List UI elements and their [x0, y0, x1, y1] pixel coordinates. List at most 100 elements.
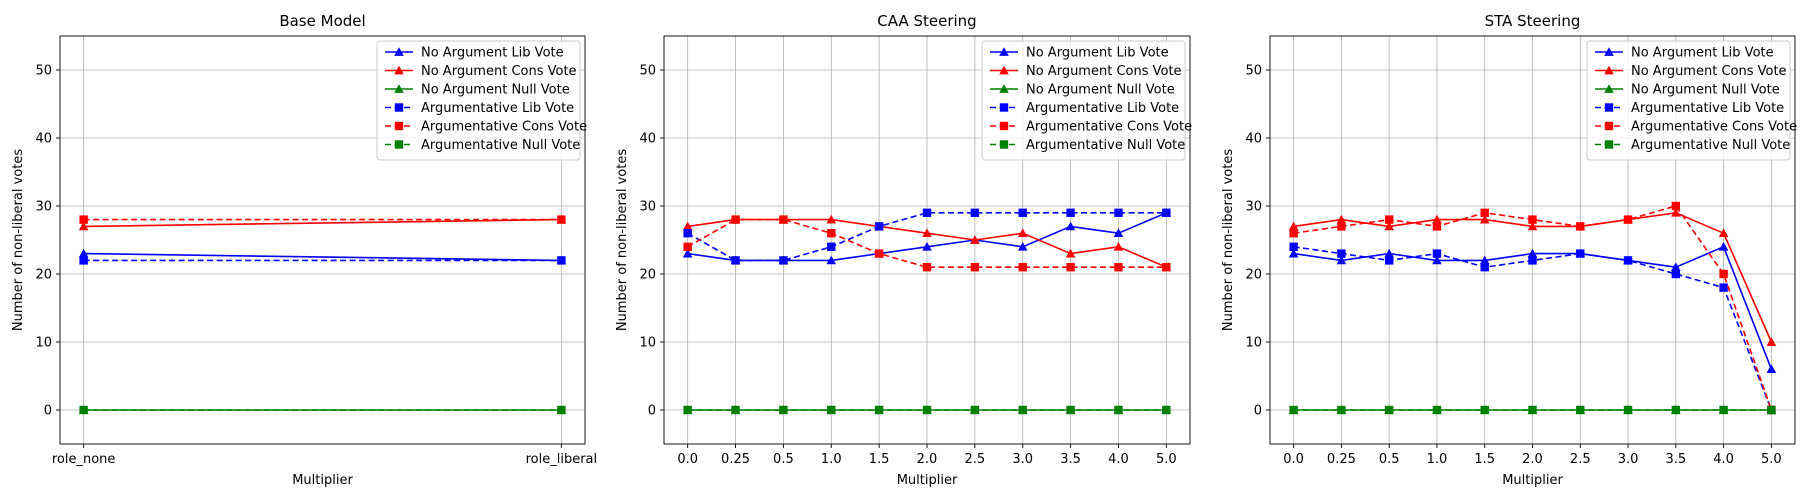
- x-tick-label: 0.0: [677, 452, 698, 467]
- x-axis-label: Multiplier: [897, 473, 958, 488]
- axes-frame: [59, 35, 586, 445]
- legend-marker: [999, 84, 1009, 93]
- data-point: [1336, 255, 1347, 265]
- data-point: [970, 405, 980, 415]
- data-point: [79, 256, 88, 265]
- series-no-argument-lib-vote: [78, 248, 567, 265]
- data-point: [874, 222, 884, 231]
- data-point: [79, 405, 88, 415]
- data-point: [1671, 201, 1681, 211]
- legend-marker: [999, 47, 1009, 56]
- legend-label: No Argument Cons Vote: [1026, 64, 1182, 79]
- data-point: [1017, 228, 1028, 238]
- data-point: [1528, 405, 1537, 415]
- legend-label: Argumentative Lib Vote: [1631, 101, 1784, 116]
- y-tick-label: 40: [639, 132, 656, 147]
- data-point: [1289, 405, 1298, 415]
- data-point: [874, 405, 884, 415]
- x-tick-label: 2.5: [1570, 452, 1591, 467]
- data-point: [922, 405, 932, 415]
- data-point: [1576, 249, 1585, 258]
- y-axis-label: Number of non-liberal votes: [1221, 149, 1236, 331]
- series-argumentative-cons-vote: [79, 215, 566, 224]
- data-point: [1719, 283, 1728, 292]
- data-point: [827, 242, 836, 251]
- chart-panel-2: 0 10 20 30 40 50 0.0 0.25 0.5 1.0 1.5 2.0 2.5 3.0 3.5 4…: [615, 12, 1192, 488]
- data-point: [1162, 263, 1171, 272]
- data-point: [557, 215, 566, 224]
- data-point: [1528, 256, 1537, 265]
- y-tick-label: 10: [1245, 336, 1262, 351]
- legend-label: Argumentative Null Vote: [1026, 138, 1185, 153]
- data-point: [779, 215, 788, 224]
- y-tick-label: 10: [35, 336, 52, 351]
- data-point: [874, 249, 884, 258]
- data-point: [1718, 228, 1729, 238]
- legend-marker: [999, 65, 1009, 75]
- x-tick-label: 0.25: [721, 452, 750, 467]
- legend-marker: [1604, 47, 1614, 56]
- y-axis-label: Number of non-liberal votes: [615, 149, 630, 331]
- data-point: [1288, 248, 1299, 258]
- data-point: [731, 215, 740, 224]
- y-tick-label: 50: [1245, 64, 1262, 79]
- data-point: [683, 229, 692, 238]
- data-point: [1718, 242, 1729, 251]
- y-tick-label: 10: [639, 336, 656, 351]
- data-point: [1288, 221, 1299, 231]
- legend-marker: [999, 103, 1009, 112]
- data-point: [1671, 269, 1681, 279]
- legend-marker: [1604, 84, 1614, 93]
- legend-marker: [1604, 121, 1614, 131]
- legend-frame: [981, 40, 1186, 161]
- legend-label: No Argument Null Vote: [1631, 83, 1780, 98]
- y-tick-label: 40: [35, 132, 52, 147]
- data-point: [1337, 405, 1346, 415]
- data-point: [1671, 262, 1681, 272]
- x-tick-label: 3.0: [1618, 452, 1639, 467]
- x-tick-label: role_none: [52, 452, 116, 467]
- data-point: [1671, 405, 1681, 415]
- legend-label: No Argument Lib Vote: [1026, 46, 1169, 61]
- data-point: [1384, 256, 1394, 265]
- series-line: [687, 212, 1167, 262]
- legend-marker: [394, 140, 404, 149]
- data-point: [922, 263, 932, 272]
- legend-label: No Argument Cons Vote: [421, 64, 577, 79]
- x-tick-label: role_liberal: [526, 452, 598, 467]
- data-point: [922, 242, 932, 251]
- data-point: [970, 263, 980, 272]
- x-tick-label: 3.5: [1665, 452, 1686, 467]
- legend-label: No Argument Lib Vote: [421, 46, 564, 61]
- series-argumentative-cons-vote: [683, 215, 1171, 272]
- legend-label: Argumentative Lib Vote: [1026, 101, 1179, 116]
- data-point: [731, 405, 740, 415]
- data-point: [1113, 228, 1124, 238]
- series-argumentative-null-vote: [79, 405, 566, 415]
- data-point: [1336, 214, 1347, 224]
- data-point: [1432, 222, 1442, 231]
- y-tick-label: 30: [35, 200, 52, 215]
- data-point: [1384, 221, 1394, 231]
- data-point: [1527, 248, 1538, 258]
- data-point: [1018, 263, 1027, 272]
- data-point: [1066, 263, 1075, 272]
- x-tick-label: 1.0: [821, 452, 842, 467]
- data-point: [1384, 405, 1394, 415]
- data-point: [1289, 229, 1298, 238]
- y-tick-label: 20: [1245, 268, 1262, 283]
- data-point: [1018, 208, 1027, 217]
- data-point: [1289, 242, 1298, 251]
- data-point: [1528, 215, 1537, 224]
- legend-label: No Argument Null Vote: [1026, 83, 1175, 98]
- legend-frame: [376, 40, 581, 161]
- y-tick-label: 50: [639, 64, 656, 79]
- legend-frame: [1586, 40, 1791, 161]
- x-tick-label: 5.0: [1156, 452, 1177, 467]
- data-point: [1719, 269, 1728, 279]
- legend-marker: [394, 121, 404, 131]
- legend-marker: [1604, 103, 1614, 112]
- x-tick-label: 1.0: [1427, 452, 1448, 467]
- legend-label: Argumentative Cons Vote: [421, 120, 587, 135]
